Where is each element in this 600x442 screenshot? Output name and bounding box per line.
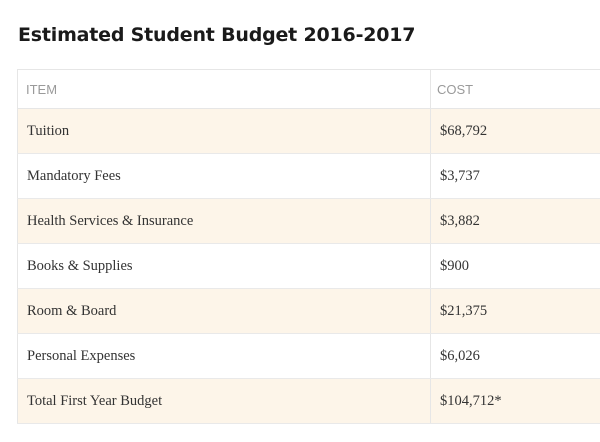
item-cell: Tuition <box>17 108 431 154</box>
item-cell: Books & Supplies <box>17 243 431 289</box>
budget-table: ITEM COST Tuition $68,792 Mandatory Fees… <box>17 69 600 424</box>
cost-cell: $3,737 <box>430 153 600 199</box>
page-title: Estimated Student Budget 2016-2017 <box>18 24 416 46</box>
cost-cell: $21,375 <box>430 288 600 334</box>
table-row: Mandatory Fees $3,737 <box>17 153 600 199</box>
table-row: Tuition $68,792 <box>17 108 600 154</box>
total-row: Total First Year Budget $104,712* <box>17 378 600 424</box>
item-cell: Mandatory Fees <box>17 153 431 199</box>
table-header-row: ITEM COST <box>17 69 600 109</box>
total-cost-cell: $104,712* <box>430 378 600 424</box>
table-row: Personal Expenses $6,026 <box>17 333 600 379</box>
cost-cell: $3,882 <box>430 198 600 244</box>
item-cell: Health Services & Insurance <box>17 198 431 244</box>
item-cell: Personal Expenses <box>17 333 431 379</box>
cost-cell: $68,792 <box>430 108 600 154</box>
item-column-header: ITEM <box>17 69 431 109</box>
item-cell: Room & Board <box>17 288 431 334</box>
table-row: Books & Supplies $900 <box>17 243 600 289</box>
item-cell: Total First Year Budget <box>17 378 431 424</box>
cost-cell: $900 <box>430 243 600 289</box>
cost-cell: $6,026 <box>430 333 600 379</box>
table-row: Health Services & Insurance $3,882 <box>17 198 600 244</box>
cost-column-header: COST <box>430 69 600 109</box>
table-row: Room & Board $21,375 <box>17 288 600 334</box>
